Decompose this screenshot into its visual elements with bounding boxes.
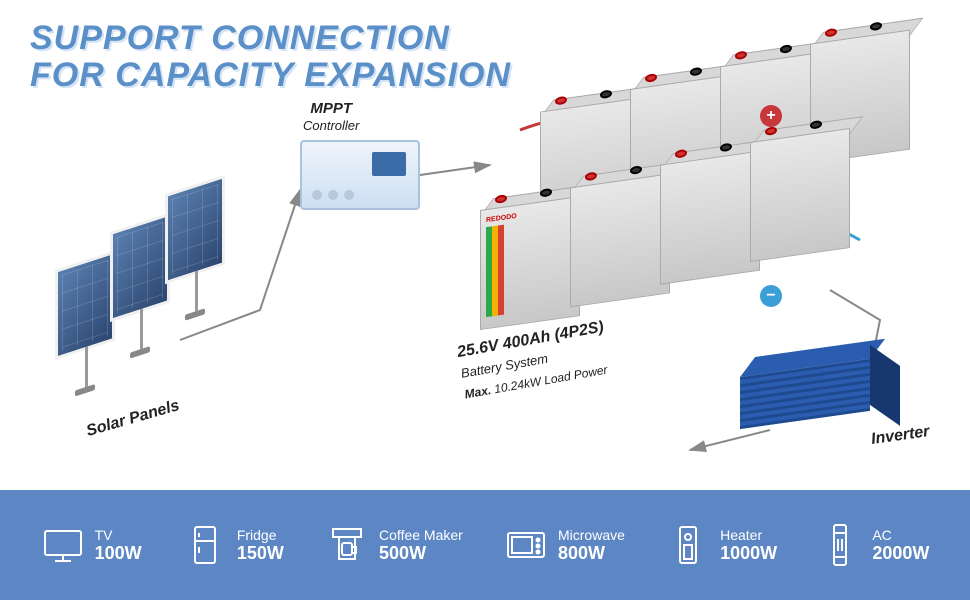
appliance-name: TV bbox=[95, 527, 142, 543]
appliance-watts: 1000W bbox=[720, 543, 777, 564]
appliance-item: AC2000W bbox=[818, 523, 929, 567]
appliance-footer: TV100W Fridge150W Coffee Maker500W Microwav… bbox=[0, 490, 970, 600]
main-title: SUPPORT CONNECTION FOR CAPACITY EXPANSIO… bbox=[30, 20, 511, 95]
appliance-watts: 500W bbox=[379, 543, 463, 564]
mppt-screen bbox=[372, 152, 406, 176]
appliance-name: AC bbox=[872, 527, 929, 543]
heater-icon bbox=[666, 523, 710, 567]
solar-label: Solar Panels bbox=[84, 397, 181, 441]
negative-badge-icon: − bbox=[760, 285, 782, 307]
appliance-name: Heater bbox=[720, 527, 777, 543]
title-line-2: FOR CAPACITY EXPANSION bbox=[30, 57, 511, 94]
positive-badge-icon: + bbox=[760, 105, 782, 127]
battery: REDODO bbox=[480, 186, 580, 330]
battery bbox=[660, 141, 760, 285]
appliance-item: Heater1000W bbox=[666, 523, 777, 567]
appliance-watts: 800W bbox=[558, 543, 625, 564]
battery bbox=[750, 118, 850, 262]
appliance-name: Microwave bbox=[558, 527, 625, 543]
appliance-item: Coffee Maker500W bbox=[325, 523, 463, 567]
appliance-watts: 2000W bbox=[872, 543, 929, 564]
inverter bbox=[740, 341, 870, 429]
appliance-watts: 150W bbox=[237, 543, 284, 564]
microwave-icon bbox=[504, 523, 548, 567]
appliance-item: TV100W bbox=[41, 523, 142, 567]
solar-panel bbox=[165, 175, 225, 284]
mppt-controller bbox=[300, 140, 420, 210]
appliance-name: Coffee Maker bbox=[379, 527, 463, 543]
appliance-item: Microwave800W bbox=[504, 523, 625, 567]
coffee-icon bbox=[325, 523, 369, 567]
battery-system-label: 25.6V 400Ah (4P2S) Battery System Max. 1… bbox=[456, 318, 613, 405]
system-diagram: Solar Panels MPPT Controller REDODO bbox=[0, 110, 970, 480]
battery bbox=[570, 163, 670, 307]
mppt-label: MPPT Controller bbox=[303, 100, 359, 134]
solar-panel bbox=[110, 213, 170, 322]
ac-icon bbox=[818, 523, 862, 567]
appliance-item: Fridge150W bbox=[183, 523, 284, 567]
appliance-name: Fridge bbox=[237, 527, 284, 543]
appliance-watts: 100W bbox=[95, 543, 142, 564]
inverter-label: Inverter bbox=[870, 423, 931, 449]
fridge-icon bbox=[183, 523, 227, 567]
solar-panel bbox=[55, 251, 115, 360]
title-line-1: SUPPORT CONNECTION bbox=[30, 20, 511, 57]
tv-icon bbox=[41, 523, 85, 567]
